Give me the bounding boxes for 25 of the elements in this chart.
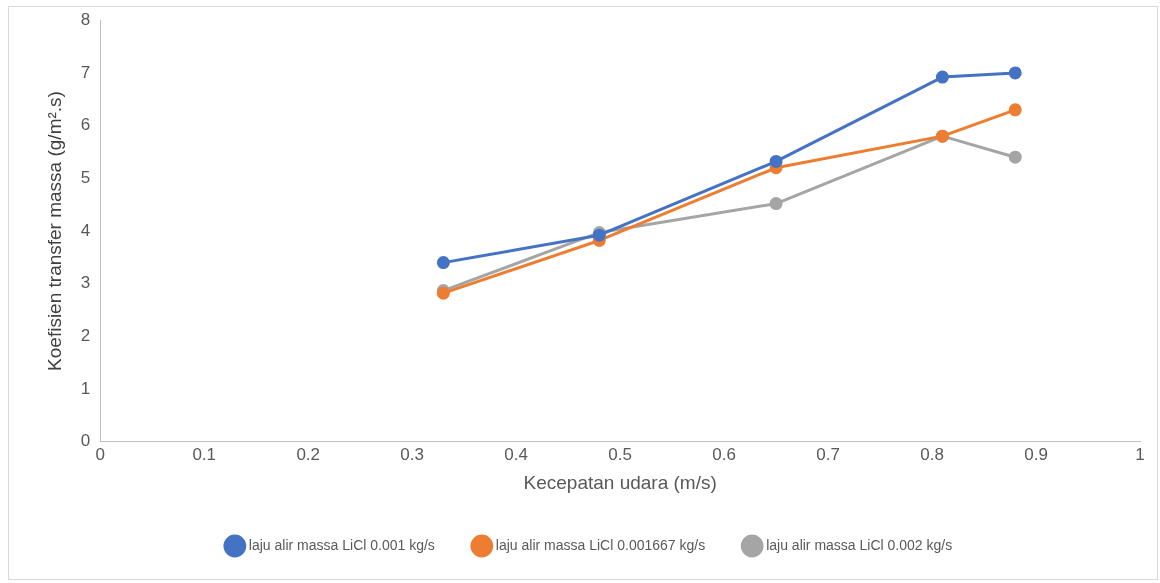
y-tick-label: 1 [80, 378, 91, 398]
x-tick-label: 0.9 [1024, 444, 1048, 464]
x-tick-label: 0.4 [504, 444, 528, 464]
y-axis-title: Koefisien transfer massa (g/m².s) [43, 91, 65, 371]
y-tick-label: 2 [80, 326, 91, 346]
y-tick-label: 3 [80, 273, 91, 293]
x-axis-title: Kecepatan udara (m/s) [523, 471, 717, 493]
x-tick-label: 0.1 [192, 444, 217, 464]
x-tick-label: 0.7 [816, 444, 840, 464]
y-tick-label: 0 [80, 431, 91, 451]
legend-label: laju alir massa LiCl 0.001 kg/s [248, 536, 435, 553]
y-tick-label: 8 [80, 9, 91, 29]
y-tick-label: 5 [80, 167, 91, 187]
y-tick-label: 6 [80, 115, 91, 135]
x-tick-label: 0 [95, 444, 105, 464]
legend-label: laju alir massa LiCl 0.002 kg/s [766, 536, 953, 553]
x-tick-label: 0.5 [608, 444, 632, 464]
legend-label: laju alir massa LiCl 0.001667 kg/s [495, 536, 706, 553]
x-tick-label: 0.8 [920, 444, 944, 464]
x-tick-label: 0.6 [712, 444, 736, 464]
y-tick-label: 4 [80, 220, 91, 240]
y-tick-label: 7 [80, 62, 91, 82]
x-tick-label: 0.3 [400, 444, 424, 464]
x-tick-label: 1 [1135, 444, 1145, 464]
x-tick-label: 0.2 [296, 444, 321, 464]
